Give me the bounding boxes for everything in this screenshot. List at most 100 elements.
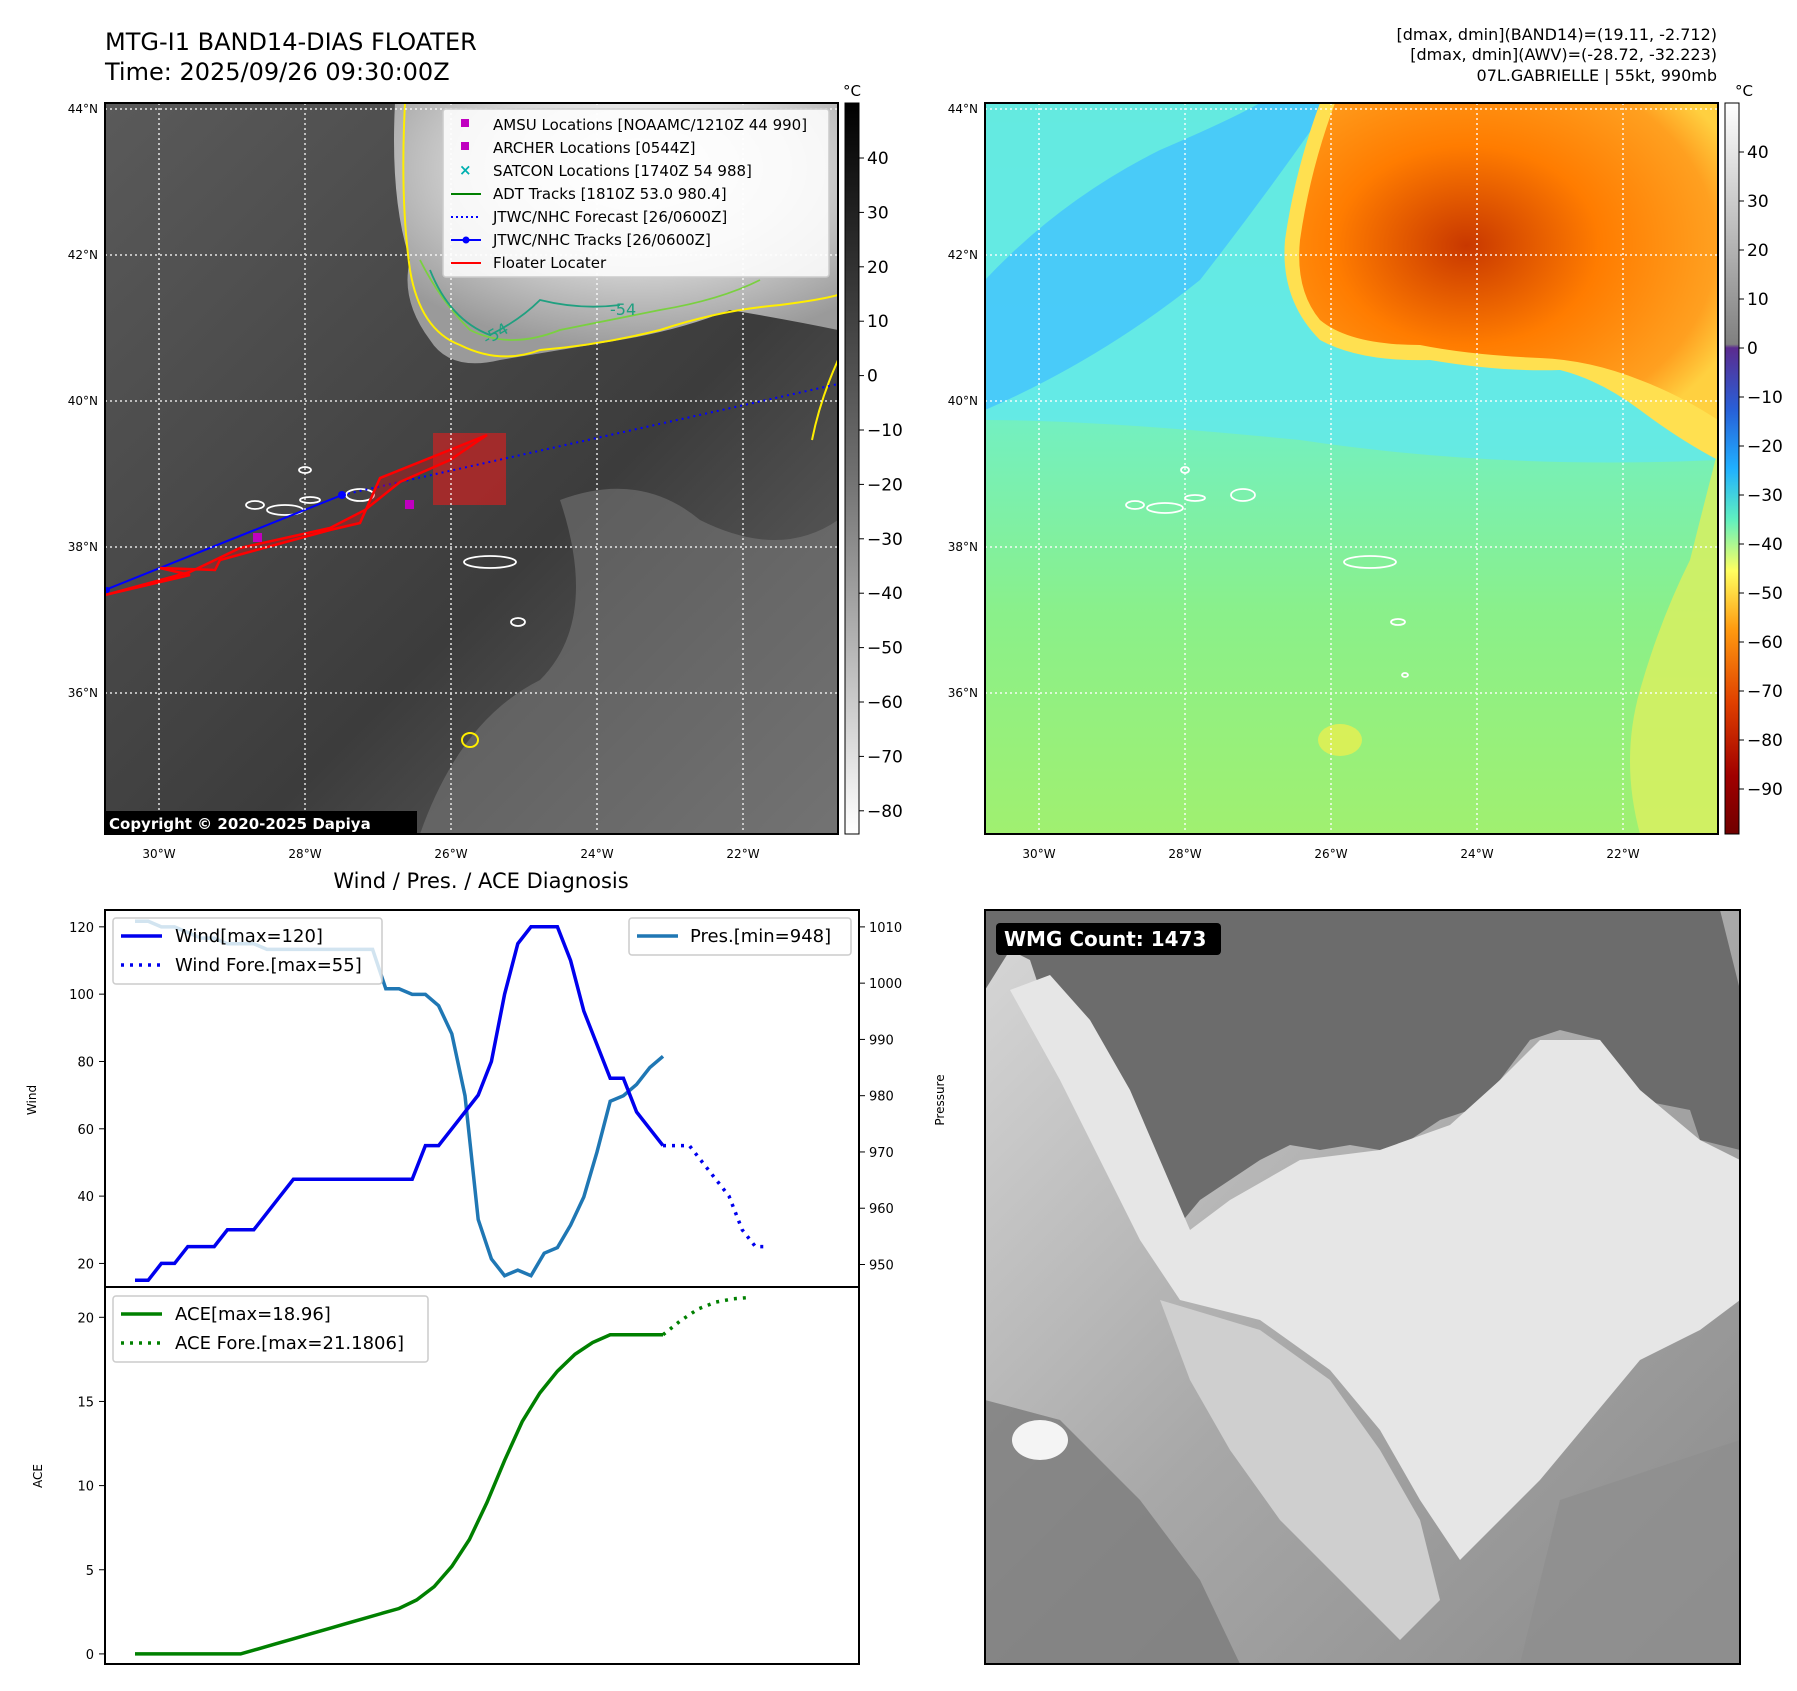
wind-tick-label: 60 — [77, 1123, 94, 1138]
figure-title: MTG-I1 BAND14-DIAS FLOATER — [105, 28, 477, 56]
ir-yellow-contour — [402, 103, 838, 358]
wv-lat-label: 44°N — [948, 102, 978, 116]
legend-label-satcon: SATCON Locations [1740Z 54 988] — [493, 162, 752, 180]
ace-legend-label: ACE[max=18.96] — [175, 1304, 331, 1325]
ir-contour-label-2: -54 — [610, 300, 636, 319]
pressure-y-ticks: 950 960 970 980 990 1000 1010 — [859, 921, 902, 1273]
wv-lat-label: 38°N — [948, 540, 978, 554]
colorbar-tick-label: −40 — [1747, 535, 1783, 555]
ace-tick-label: 5 — [86, 1564, 94, 1579]
wv-lon-label: 22°W — [1606, 847, 1639, 861]
info-band14: [dmax, dmin](BAND14)=(19.11, -2.712) — [1397, 25, 1718, 44]
pressure-legend-box — [628, 917, 852, 956]
wind-y-ticks: 20 40 60 80 100 120 — [69, 921, 105, 1272]
ir-lon-label: 26°W — [434, 847, 467, 861]
pressure-tick-label: 950 — [869, 1258, 894, 1273]
wmg-count-label: WMG Count: 1473 — [1004, 927, 1206, 951]
legend-label-archer: ARCHER Locations [0544Z] — [493, 139, 696, 157]
ir-colorbar-ticks: 40 30 20 10 0 −10 −20 −30 −40 −50 −60 −70 −80 — [859, 149, 903, 822]
colorbar-tick-label: −20 — [1747, 437, 1783, 457]
ace-tick-label: 0 — [86, 1648, 94, 1663]
wv-lon-label: 26°W — [1314, 847, 1347, 861]
wind-tick-label: 120 — [69, 921, 94, 936]
colorbar-tick-label: 0 — [867, 367, 878, 387]
legend-marker-tracks-dot — [462, 236, 470, 244]
ir-lon-label: 24°W — [580, 847, 613, 861]
ace-tick-label: 20 — [77, 1311, 94, 1326]
wv-yellow-streak — [1630, 450, 1718, 834]
wmg-bright-band — [1010, 975, 1740, 1560]
legend-marker-amsu — [461, 119, 469, 127]
ir-lat-label: 44°N — [68, 102, 98, 116]
wv-colorbar-ticks: 40 30 20 10 0 −10 −20 −30 −40 −50 −60 −70 −80 −90 — [1739, 143, 1783, 800]
colorbar-tick-label: −60 — [1747, 633, 1783, 653]
colorbar-tick-label: 0 — [1747, 339, 1758, 359]
jtwc-track-point — [338, 491, 346, 499]
wind-series-line — [135, 925, 665, 1283]
ir-cloud-texture — [420, 488, 838, 834]
colorbar-tick-label: 40 — [867, 149, 889, 169]
wmg-right-lower — [1520, 1440, 1740, 1664]
jtwc-track-line — [105, 494, 343, 591]
wv-yellow-spot — [1318, 724, 1362, 756]
wv-lon-label: 24°W — [1460, 847, 1493, 861]
wv-lon-label: 30°W — [1022, 847, 1055, 861]
colorbar-tick-label: 10 — [1747, 290, 1769, 310]
copyright-text: Copyright © 2020-2025 Dapiya — [109, 815, 371, 833]
colorbar-tick-label: −50 — [867, 639, 903, 659]
pressure-y-label: Pressure — [933, 1074, 947, 1125]
pressure-tick-label: 990 — [869, 1033, 894, 1048]
wv-colorbar — [1724, 102, 1740, 835]
ir-lat-label: 40°N — [68, 394, 98, 408]
ir-lon-label: 30°W — [142, 847, 175, 861]
archer-marker — [253, 533, 262, 542]
ir-legend-box — [442, 108, 830, 278]
wind-tick-label: 100 — [69, 988, 94, 1003]
wv-panel: °C 40 30 20 10 0 −10 −20 −30 −40 −50 −60 −70 −80 −90 — [984, 82, 1783, 835]
wv-cloud-core — [1299, 103, 1718, 420]
wmg-dark-region — [985, 910, 1740, 1230]
ir-frame — [104, 102, 839, 835]
wv-blue-band — [985, 103, 1330, 410]
wv-gridlines — [985, 103, 1718, 834]
pressure-tick-label: 1010 — [869, 921, 902, 936]
wind-tick-label: 20 — [77, 1257, 94, 1272]
colorbar-tick-label: 40 — [1747, 143, 1769, 163]
wv-frame — [984, 102, 1719, 835]
ir-lat-label: 38°N — [68, 540, 98, 554]
ir-lon-label: 22°W — [726, 847, 759, 861]
colorbar-tick-label: −10 — [1747, 388, 1783, 408]
diagnosis-title: Wind / Pres. / ACE Diagnosis — [333, 869, 628, 893]
colorbar-tick-label: −70 — [1747, 682, 1783, 702]
colorbar-tick-label: −70 — [867, 747, 903, 767]
colorbar-tick-label: −60 — [867, 693, 903, 713]
wind-legend-label: Wind[max=120] — [175, 926, 323, 947]
legend-label-floater: Floater Locater — [493, 254, 607, 272]
map-tick-labels: 44°N 44°N 42°N 42°N 40°N 40°N 38°N 38°N 36°N 36°N… — [68, 102, 1640, 861]
legend-label-amsu: AMSU Locations [NOAAMC/1210Z 44 990] — [493, 116, 807, 134]
ace-fore-legend-label: ACE Fore.[max=21.1806] — [175, 1333, 404, 1354]
ace-tick-label: 15 — [77, 1395, 94, 1410]
ir-lat-label: 36°N — [68, 686, 98, 700]
wmg-bright-spot — [1012, 1420, 1068, 1460]
wind-pressure-chart: 20 40 60 80 100 120 950 960 970 980 990 1000 1010 W… — [25, 909, 947, 1288]
ace-forecast-line — [661, 1295, 752, 1337]
colorbar-tick-label: −30 — [867, 530, 903, 550]
colorbar-tick-label: −80 — [867, 802, 903, 822]
ace-chart: 0 5 10 15 20 ACE ACE[max=18.96] ACE Fore.[ma… — [31, 1286, 860, 1665]
ace-y-ticks: 0 5 10 15 20 — [77, 1311, 105, 1663]
pressure-legend-label: Pres.[min=948] — [690, 926, 831, 947]
colorbar-tick-label: −90 — [1747, 780, 1783, 800]
ir-yellow-right-edge — [811, 359, 838, 441]
ir-panel: -54 -54 — [104, 82, 903, 835]
wind-tick-label: 40 — [77, 1190, 94, 1205]
jtwc-forecast-line — [341, 383, 838, 496]
wmg-dark-lower — [985, 1400, 1240, 1664]
legend-marker-satcon: × — [459, 161, 472, 179]
wind-fore-legend-label: Wind Fore.[max=55] — [175, 955, 362, 976]
wv-lat-label: 42°N — [948, 248, 978, 262]
wind-legend-box — [112, 917, 383, 985]
pressure-tick-label: 970 — [869, 1146, 894, 1161]
colorbar-tick-label: 10 — [867, 312, 889, 332]
